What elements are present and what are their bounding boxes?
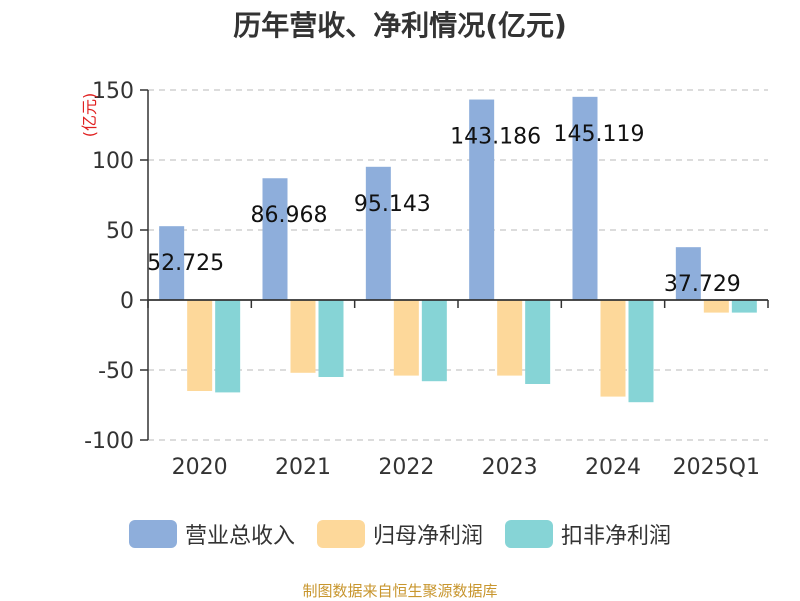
legend-item[interactable]: 营业总收入 — [128, 518, 295, 550]
legend-swatch — [128, 520, 177, 548]
bar — [365, 166, 391, 300]
bar — [187, 300, 213, 391]
bar — [215, 300, 241, 393]
grid-layer — [148, 89, 768, 441]
x-tick-label: 2024 — [585, 455, 641, 480]
labels-layer: 52.725 86.968 95.143 143.186 145.119 37.729 — [147, 122, 741, 297]
bar — [318, 300, 344, 377]
bar — [497, 300, 523, 376]
bar — [393, 300, 419, 376]
legend-label: 营业总收入 — [184, 524, 295, 549]
x-tick-label: 2025Q1 — [673, 455, 760, 480]
bar — [600, 300, 626, 397]
y-tick-label: 100 — [92, 149, 134, 174]
bar — [731, 300, 757, 313]
source-note: 制图数据来自恒生聚源数据库 — [302, 582, 498, 600]
y-tick-label: 150 — [92, 79, 134, 104]
chart-title: 历年营收、净利情况(亿元) — [233, 9, 567, 42]
y-tick-label: -100 — [84, 429, 134, 454]
legend-label: 归母净利润 — [372, 524, 483, 549]
data-label: 143.186 — [450, 125, 541, 150]
data-label: 37.729 — [664, 272, 741, 297]
y-axis-label: (亿元) — [80, 93, 99, 138]
x-tick-label: 2020 — [172, 455, 228, 480]
data-label: 145.119 — [554, 122, 645, 147]
legend-swatch — [316, 520, 365, 548]
bar — [703, 300, 729, 313]
bar — [572, 96, 598, 300]
data-label: 52.725 — [147, 251, 224, 276]
x-tick-label: 2022 — [378, 455, 434, 480]
legend: 营业总收入 归母净利润 扣非净利润 — [0, 518, 800, 550]
bars-layer — [159, 96, 757, 403]
bar — [469, 99, 495, 300]
legend-swatch — [505, 520, 553, 548]
y-tick-label: 50 — [106, 219, 134, 244]
bar — [525, 300, 551, 384]
x-tick-label: 2021 — [275, 455, 331, 480]
bar — [628, 300, 654, 403]
data-label: 95.143 — [354, 192, 431, 217]
x-tick-label: 2023 — [482, 455, 538, 480]
legend-label: 扣非净利润 — [561, 524, 672, 549]
data-label: 86.968 — [251, 203, 328, 228]
bar — [262, 178, 288, 300]
y-tick-label: 0 — [120, 289, 134, 314]
y-tick-label: -50 — [98, 359, 134, 384]
bar — [290, 300, 316, 373]
bar — [675, 247, 701, 300]
legend-item[interactable]: 扣非净利润 — [505, 518, 671, 550]
axis-layer: 150 100 50 0 -50 -100 2020 2021 2022 2023 2024 2025… — [84, 79, 769, 480]
legend-item[interactable]: 归母净利润 — [316, 518, 483, 550]
bar — [421, 300, 447, 382]
bar — [159, 226, 185, 300]
